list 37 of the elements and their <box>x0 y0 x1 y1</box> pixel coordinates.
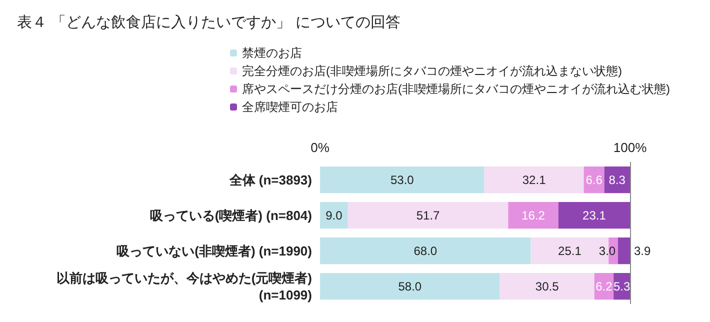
bar <box>500 272 594 300</box>
data-label: 25.1 <box>558 244 582 258</box>
bar <box>618 237 630 264</box>
data-label: 16.2 <box>522 208 546 222</box>
data-label: 68.0 <box>414 244 438 258</box>
data-label: 3.0 <box>598 244 616 258</box>
bar <box>484 166 584 194</box>
x-tick-label: 0% <box>310 140 330 155</box>
data-label: 6.2 <box>596 279 613 294</box>
data-label: 32.1 <box>522 172 546 187</box>
data-label: 53.0 <box>390 172 414 187</box>
data-label: 5.3 <box>613 279 630 294</box>
data-label: 23.1 <box>582 208 606 222</box>
y-tick-label: 吸っていない(非喫煙者) (n=1990) <box>116 243 312 258</box>
data-label: 3.9 <box>634 244 652 258</box>
bar <box>320 272 500 300</box>
legend-label: 全席喫煙可のお店 <box>242 100 338 114</box>
data-label: 9.0 <box>326 208 343 222</box>
y-tick-label: 吸っている(喫煙者) (n=804) <box>150 208 312 223</box>
legend-label: 完全分煙のお店(非喫煙場所にタバコの煙やニオイが流れ込まない状態) <box>242 64 622 78</box>
chart-title: 表４ 「どんな飲食店に入りたいですか」 についての回答 <box>17 14 400 31</box>
bar <box>320 166 484 194</box>
legend-label: 席やスペースだけ分煙のお店(非喫煙場所にタバコの煙やニオイが流れ込む状態) <box>242 82 670 96</box>
bar <box>320 202 348 229</box>
bar <box>558 202 630 229</box>
bar <box>320 237 531 264</box>
y-tick-label: 全体 (n=3893) <box>228 172 312 188</box>
x-tick-label: 100% <box>613 140 648 155</box>
data-label: 8.3 <box>608 172 626 187</box>
data-label: 6.6 <box>586 172 603 187</box>
data-label: 51.7 <box>416 208 440 222</box>
bar <box>348 202 508 229</box>
data-label: 58.0 <box>398 279 422 294</box>
y-tick-label: 以前は吸っていたが、今はやめた(元喫煙者) (n=1099) <box>56 270 312 302</box>
legend-label: 禁煙のお店 <box>242 46 302 60</box>
data-label: 30.5 <box>535 279 560 294</box>
bar <box>508 202 558 229</box>
